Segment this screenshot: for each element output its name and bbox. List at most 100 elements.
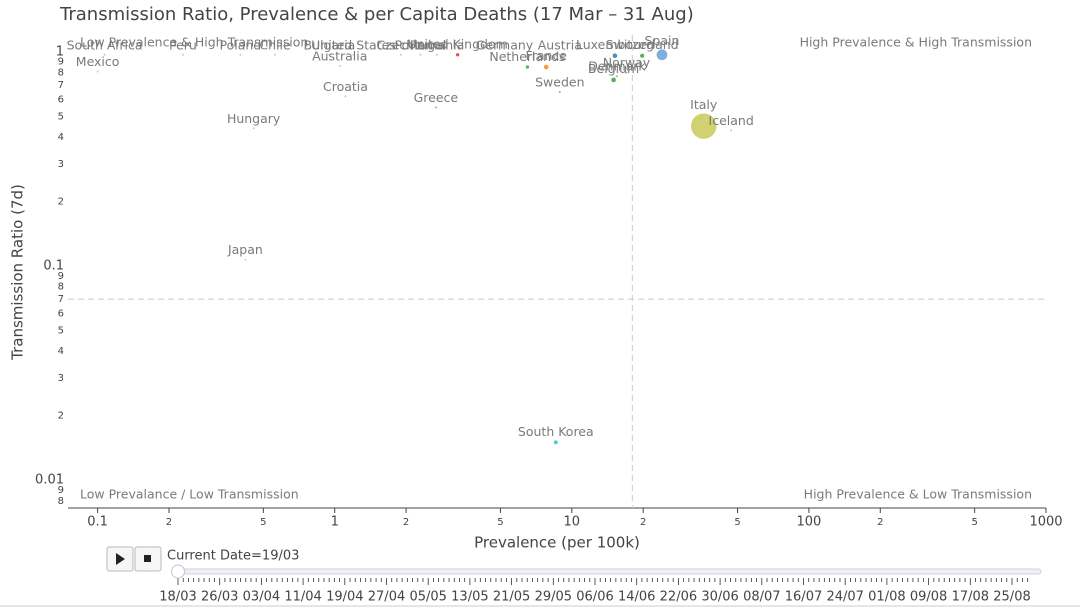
bubble xyxy=(640,53,645,58)
slider-step-label[interactable]: 26/03 xyxy=(201,590,238,605)
slider-step-label[interactable]: 24/07 xyxy=(826,590,863,605)
bubble xyxy=(399,53,402,56)
slider-step-label[interactable]: 06/06 xyxy=(576,590,613,605)
slider-step-label[interactable]: 05/05 xyxy=(409,590,446,605)
slider-step-label[interactable]: 01/08 xyxy=(868,590,905,605)
bubble xyxy=(615,75,618,78)
point-label: France xyxy=(525,48,567,63)
x-tick-label: 2 xyxy=(166,517,172,528)
point-label: Australia xyxy=(312,48,367,63)
bubble xyxy=(96,70,99,73)
slider-handle[interactable] xyxy=(171,564,185,579)
y-tick-label: 8 xyxy=(58,282,64,293)
play-button[interactable] xyxy=(106,546,134,572)
slider-step-label[interactable]: 18/03 xyxy=(159,590,196,605)
y-tick-label: 7 xyxy=(58,294,64,305)
y-tick-label: 9 xyxy=(58,57,64,68)
bubble xyxy=(103,53,106,56)
point-label: Iceland xyxy=(709,113,754,128)
quadrant-label: High Prevalence & High Transmission xyxy=(800,35,1032,50)
slider-step-label[interactable]: 09/08 xyxy=(910,590,947,605)
point-label: Portugal xyxy=(395,37,447,52)
point-label: Germany xyxy=(476,37,534,52)
slider-step-label[interactable]: 08/07 xyxy=(743,590,780,605)
point-label: Croatia xyxy=(323,79,368,94)
slider-step-label[interactable]: 25/08 xyxy=(993,590,1030,605)
slider-step-label[interactable]: 19/04 xyxy=(326,590,363,605)
x-tick-label: 5 xyxy=(497,517,503,528)
point-label: Switzerland xyxy=(606,37,679,52)
bubble xyxy=(525,65,530,69)
bubble xyxy=(244,258,247,261)
point-label: Italy xyxy=(690,97,718,112)
bubble xyxy=(434,106,437,109)
point-label: Netherlands xyxy=(489,49,565,64)
slider-step-label[interactable]: 27/04 xyxy=(368,590,405,605)
slider-step-label[interactable]: 03/04 xyxy=(243,590,280,605)
slider-step-label[interactable]: 29/05 xyxy=(535,590,572,605)
bubble xyxy=(239,53,242,56)
bubble xyxy=(252,127,255,130)
bubble xyxy=(558,90,561,94)
point-label: Japan xyxy=(227,242,263,257)
point-label: Spain xyxy=(644,33,679,48)
bubble xyxy=(352,53,355,56)
slider-step-label[interactable]: 21/05 xyxy=(493,590,530,605)
bubble xyxy=(503,53,506,56)
y-tick-label: 1 xyxy=(56,44,64,59)
x-tick-label: 2 xyxy=(403,517,409,528)
bubble xyxy=(558,53,561,56)
y-axis-title: Transmission Ratio (7d) xyxy=(9,184,27,361)
bubble xyxy=(553,440,558,445)
bubble xyxy=(338,64,341,67)
point-label: Poland xyxy=(220,37,262,52)
y-tick-label: 9 xyxy=(58,485,64,496)
x-tick-label: 0.1 xyxy=(87,515,108,530)
point-label: Romania xyxy=(410,37,465,52)
x-tick-label: 5 xyxy=(734,517,740,528)
bubble xyxy=(612,53,618,59)
point-label: Sweden xyxy=(535,74,584,89)
x-tick-label: 1000 xyxy=(1029,515,1062,530)
point-label: Greece xyxy=(414,90,459,105)
slider-track[interactable] xyxy=(177,568,1042,575)
point-label: South Africa xyxy=(67,37,143,52)
x-tick-label: 2 xyxy=(640,517,646,528)
quadrant-label: Low Prevalence & High Transmission xyxy=(80,35,308,50)
quadrant-label: High Prevalence & Low Transmission xyxy=(804,487,1032,502)
slider-step-label[interactable]: 30/06 xyxy=(701,590,738,605)
y-tick-label: 8 xyxy=(58,496,64,507)
point-label: Hungary xyxy=(227,111,281,126)
point-label: Denmark xyxy=(588,59,646,74)
bubble xyxy=(656,49,668,61)
bubble xyxy=(543,64,549,70)
current-date: Current Date=19/03 xyxy=(167,549,299,564)
point-label: Bulgaria xyxy=(304,37,356,52)
x-tick-label: 5 xyxy=(971,517,977,528)
bubble xyxy=(435,53,438,56)
x-tick-label: 1 xyxy=(331,515,339,530)
bubble xyxy=(611,77,616,83)
x-tick-label: 100 xyxy=(796,515,821,530)
bubble xyxy=(274,53,277,56)
bubble xyxy=(328,53,331,56)
slider-step-label[interactable]: 22/06 xyxy=(660,590,697,605)
point-label: Mexico xyxy=(76,54,120,69)
y-tick-label: 4 xyxy=(58,346,64,357)
x-tick-label: 5 xyxy=(260,517,266,528)
bubble xyxy=(690,113,717,139)
slider-step-label[interactable]: 14/06 xyxy=(618,590,655,605)
y-tick-label: 8 xyxy=(58,68,64,79)
point-label: Norway xyxy=(603,55,651,70)
point-label: Austria xyxy=(538,37,582,52)
x-tick-label: 10 xyxy=(564,515,581,530)
slider-step-label[interactable]: 13/05 xyxy=(451,590,488,605)
point-label: United States xyxy=(311,37,396,52)
slider-step-label[interactable]: 16/07 xyxy=(785,590,822,605)
y-tick-label: 7 xyxy=(58,80,64,91)
bubble xyxy=(344,95,347,98)
stop-button[interactable] xyxy=(134,546,162,572)
slider-step-label[interactable]: 11/04 xyxy=(284,590,321,605)
slider-step-label[interactable]: 17/08 xyxy=(952,590,989,605)
